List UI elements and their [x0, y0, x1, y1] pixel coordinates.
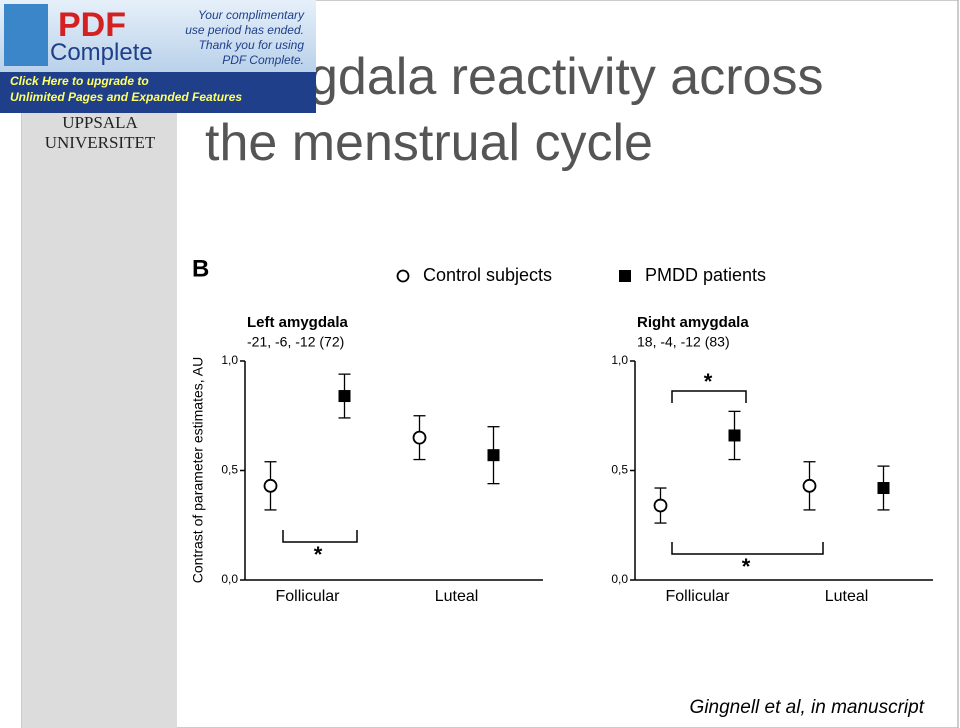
slide-frame: [21, 0, 959, 728]
x-tick-label: Luteal: [825, 588, 869, 605]
banner-bottom: [0, 72, 316, 113]
citation: Gingnell et al, in manuscript: [690, 697, 925, 718]
chart-subtitle: -21, -6, -12 (72): [247, 334, 344, 350]
logo-text: UPPSALA: [62, 113, 138, 132]
sidebar: [22, 0, 177, 728]
logo-text: UNIVERSITET: [45, 133, 156, 152]
banner-top: [0, 0, 316, 72]
y-tick-label: 1,0: [611, 353, 628, 367]
banner-upgrade: Unlimited Pages and Expanded Features: [10, 90, 242, 104]
legend-label: PMDD patients: [645, 265, 766, 285]
banner-logo: PDF: [58, 6, 126, 44]
data-point: [263, 478, 278, 493]
banner-upgrade: Click Here to upgrade to: [10, 74, 149, 88]
data-point: [653, 498, 668, 513]
significance-mark: *: [742, 554, 751, 579]
significance-bracket: [671, 542, 824, 555]
chart-title: Left amygdala: [247, 314, 349, 331]
legend-label: Control subjects: [423, 265, 552, 285]
data-point: [877, 482, 890, 495]
y-tick-label: 1,0: [221, 353, 238, 367]
banner-notice: Your complimentary: [198, 8, 305, 22]
banner-logo: Complete: [50, 39, 153, 66]
significance-bracket: [671, 390, 747, 403]
x-tick-label: Luteal: [435, 588, 479, 605]
legend-marker: [396, 269, 410, 283]
y-axis-label: Contrast of parameter estimates, AU: [190, 357, 206, 583]
y-tick-label: 0,5: [611, 463, 628, 477]
chart-subtitle: 18, -4, -12 (83): [637, 334, 730, 350]
upgrade-banner[interactable]: PDF Complete Your complimentary use peri…: [0, 0, 316, 113]
panel-label: B: [192, 255, 209, 282]
data-point: [487, 449, 500, 462]
banner-notice: Thank you for using: [199, 38, 305, 52]
significance-mark: *: [704, 369, 713, 394]
significance-mark: *: [314, 542, 323, 567]
data-point: [412, 430, 427, 445]
data-point: [338, 390, 351, 403]
charts: Control subjects PMDD patients Left amygda…: [221, 265, 933, 605]
banner-notice: PDF Complete.: [222, 53, 304, 67]
y-tick-label: 0,5: [221, 463, 238, 477]
significance-bracket: [282, 530, 358, 543]
data-point: [728, 429, 741, 442]
data-point: [802, 478, 817, 493]
slide-title: the menstrual cycle: [205, 114, 653, 172]
x-tick-label: Follicular: [665, 588, 730, 605]
banner-image: [4, 4, 48, 66]
banner-notice: use period has ended.: [185, 23, 304, 37]
legend-marker: [619, 270, 631, 282]
y-tick-label: 0,0: [611, 572, 628, 586]
x-tick-label: Follicular: [275, 588, 340, 605]
chart-title: Right amygdala: [637, 314, 749, 331]
y-tick-label: 0,0: [221, 572, 238, 586]
